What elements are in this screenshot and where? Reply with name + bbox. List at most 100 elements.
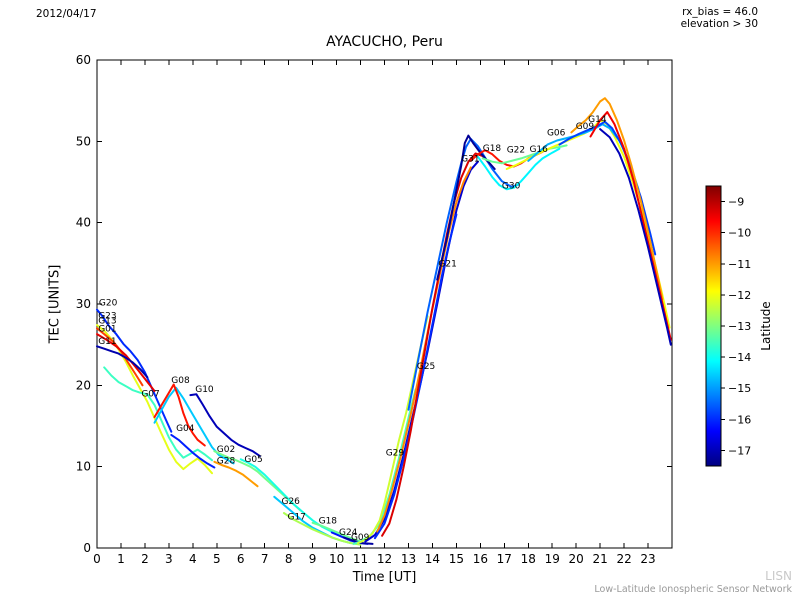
trace-label-G01: G01 <box>98 325 116 335</box>
lisn-subtitle: Low-Latitude Ionospheric Sensor Network <box>594 584 792 595</box>
y-tick-label: 0 <box>83 541 91 555</box>
x-tick-label: 12 <box>377 552 392 566</box>
y-tick-label: 60 <box>76 53 91 67</box>
trace-G30 <box>476 147 561 191</box>
trace-G25 <box>364 160 479 543</box>
colorbar-tick-label: −12 <box>728 289 751 302</box>
y-tick-label: 50 <box>76 134 91 148</box>
x-tick-label: 5 <box>213 552 221 566</box>
trace-label-G07: G07 <box>141 390 159 400</box>
x-tick-label: 4 <box>189 552 197 566</box>
trace-label-G24: G24 <box>339 528 358 538</box>
x-tick-label: 8 <box>285 552 293 566</box>
trace-label-G21: G21 <box>438 260 456 270</box>
colorbar-tick-label: −9 <box>728 196 744 209</box>
trace-G18-am <box>311 521 362 543</box>
trace-morning-red <box>153 383 206 447</box>
x-tick-label: 17 <box>497 552 512 566</box>
latitude-colorbar <box>705 185 722 467</box>
elevation-label: elevation > 30 <box>680 18 758 30</box>
trace-G11 <box>96 345 149 379</box>
trace-label-G18-pm: G18 <box>483 144 502 154</box>
trace-riser-cyan <box>373 213 458 540</box>
date-label: 2012/04/17 <box>36 8 97 20</box>
x-tick-label: 2 <box>141 552 149 566</box>
x-tick-label: 23 <box>640 552 655 566</box>
x-tick-label: 7 <box>261 552 269 566</box>
trace-label-G14: G14 <box>588 115 607 125</box>
colorbar-tick-label: −15 <box>728 382 751 395</box>
trace-G31 <box>407 137 520 411</box>
trace-label-G13: G13 <box>98 317 116 327</box>
x-axis-label: Time [UT] <box>352 570 417 585</box>
trace-label-G30: G30 <box>502 182 521 192</box>
rx-bias-label: rx_bias = 46.0 <box>682 6 758 18</box>
trace-label-G04: G04 <box>176 424 195 434</box>
y-tick-label: 40 <box>76 216 91 230</box>
y-tick-label: 20 <box>76 378 91 392</box>
colorbar-tick-label: −16 <box>728 413 751 426</box>
trace-G17 <box>282 512 362 546</box>
trace-G10 <box>189 393 261 458</box>
trace-label-G10: G10 <box>195 385 214 395</box>
colorbar-tick-label: −11 <box>728 258 751 271</box>
trace-label-G31: G31 <box>461 155 479 165</box>
x-tick-label: 22 <box>616 552 631 566</box>
lisn-watermark: LISN <box>765 569 792 583</box>
trace-decline-blue <box>599 128 672 346</box>
x-tick-label: 1 <box>117 552 125 566</box>
x-tick-label: 14 <box>425 552 440 566</box>
x-tick-label: 3 <box>165 552 173 566</box>
trace-label-G25: G25 <box>417 362 435 372</box>
y-tick-label: 30 <box>76 297 91 311</box>
colorbar-tick-label: −10 <box>728 227 751 240</box>
trace-label-G16: G16 <box>529 145 548 155</box>
colorbar-tick-label: −17 <box>728 444 751 457</box>
trace-label-G09-am: G09 <box>351 533 370 543</box>
x-tick-label: 15 <box>449 552 464 566</box>
trace-label-G22: G22 <box>507 146 525 156</box>
trace-label-G06: G06 <box>547 129 566 139</box>
trace-label-G11: G11 <box>98 337 116 347</box>
x-tick-label: 16 <box>473 552 488 566</box>
colorbar-label: Latitude <box>759 301 773 351</box>
trace-G07 <box>103 366 213 462</box>
chart-title: AYACUCHO, Peru <box>326 34 443 50</box>
trace-G04 <box>170 433 216 469</box>
trace-label-G26: G26 <box>281 497 300 507</box>
y-tick-label: 10 <box>76 460 91 474</box>
trace-label-G05: G05 <box>244 455 262 465</box>
trace-G22 <box>481 144 568 165</box>
trace-G09-pm <box>558 120 657 256</box>
trace-label-G29: G29 <box>386 448 405 458</box>
trace-label-G02: G02 <box>217 445 235 455</box>
x-tick-label: 0 <box>93 552 101 566</box>
trace-label-G28: G28 <box>217 456 236 466</box>
colorbar-tick-label: −13 <box>728 320 751 333</box>
x-tick-label: 10 <box>329 552 344 566</box>
x-tick-label: 9 <box>309 552 317 566</box>
trace-label-G09-pm: G09 <box>576 122 595 132</box>
x-tick-label: 20 <box>569 552 584 566</box>
colorbar-tick-label: −14 <box>728 351 751 364</box>
trace-label-G17: G17 <box>287 513 305 523</box>
trace-G08 <box>153 386 235 465</box>
trace-G28 <box>213 460 259 488</box>
x-tick-label: 13 <box>401 552 416 566</box>
x-tick-label: 18 <box>521 552 536 566</box>
trace-G21 <box>381 152 491 537</box>
y-axis-label: TEC [UNITS] <box>47 264 63 344</box>
header-right: rx_bias = 46.0 elevation > 30 <box>681 6 758 30</box>
trace-decline-red <box>589 111 672 341</box>
trace-label-G23: G23 <box>98 312 116 322</box>
x-tick-label: 6 <box>237 552 245 566</box>
trace-label-G08: G08 <box>171 376 190 386</box>
x-tick-label: 19 <box>545 552 560 566</box>
trace-label-G18-am: G18 <box>319 517 338 527</box>
trace-label-G20: G20 <box>99 299 118 309</box>
trace-G01 <box>96 333 156 392</box>
trace-G14 <box>570 97 664 301</box>
trace-peak-blue <box>436 134 496 281</box>
